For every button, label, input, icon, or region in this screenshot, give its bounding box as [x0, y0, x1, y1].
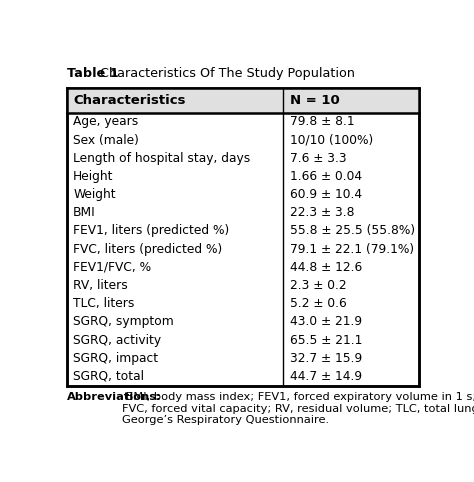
Text: Abbreviations:: Abbreviations:: [66, 392, 161, 402]
Text: 65.5 ± 21.1: 65.5 ± 21.1: [290, 334, 363, 347]
Text: SGRQ, symptom: SGRQ, symptom: [73, 315, 174, 328]
Text: 5.2 ± 0.6: 5.2 ± 0.6: [290, 297, 347, 310]
Text: 79.8 ± 8.1: 79.8 ± 8.1: [290, 115, 355, 128]
Text: 22.3 ± 3.8: 22.3 ± 3.8: [290, 206, 355, 219]
Text: Weight: Weight: [73, 188, 116, 201]
Text: SGRQ, total: SGRQ, total: [73, 370, 144, 383]
Text: TLC, liters: TLC, liters: [73, 297, 135, 310]
Text: RV, liters: RV, liters: [73, 279, 128, 292]
Text: 7.6 ± 3.3: 7.6 ± 3.3: [290, 152, 346, 165]
Text: Sex (male): Sex (male): [73, 134, 139, 147]
Text: Table 1: Table 1: [66, 67, 118, 80]
Text: 32.7 ± 15.9: 32.7 ± 15.9: [290, 352, 362, 365]
Text: BMI, body mass index; FEV1, forced expiratory volume in 1 s;
FVC, forced vital c: BMI, body mass index; FEV1, forced expir…: [122, 392, 474, 426]
Text: N = 10: N = 10: [290, 94, 340, 107]
Text: 44.7 ± 14.9: 44.7 ± 14.9: [290, 370, 362, 383]
Text: 10/10 (100%): 10/10 (100%): [290, 134, 374, 147]
Text: 1.66 ± 0.04: 1.66 ± 0.04: [290, 170, 362, 183]
Text: Height: Height: [73, 170, 114, 183]
Text: Age, years: Age, years: [73, 115, 138, 128]
Text: Length of hospital stay, days: Length of hospital stay, days: [73, 152, 250, 165]
Bar: [66, 88, 419, 386]
Text: FEV1/FVC, %: FEV1/FVC, %: [73, 261, 151, 274]
Text: Characteristics: Characteristics: [73, 94, 186, 107]
Text: 60.9 ± 10.4: 60.9 ± 10.4: [290, 188, 362, 201]
Text: FEV1, liters (predicted %): FEV1, liters (predicted %): [73, 225, 229, 238]
Text: FVC, liters (predicted %): FVC, liters (predicted %): [73, 242, 222, 255]
Text: 79.1 ± 22.1 (79.1%): 79.1 ± 22.1 (79.1%): [290, 242, 414, 255]
Text: 44.8 ± 12.6: 44.8 ± 12.6: [290, 261, 362, 274]
Text: SGRQ, activity: SGRQ, activity: [73, 334, 161, 347]
Text: BMI: BMI: [73, 206, 96, 219]
Text: 2.3 ± 0.2: 2.3 ± 0.2: [290, 279, 346, 292]
Text: Characteristics Of The Study Population: Characteristics Of The Study Population: [96, 67, 355, 80]
Text: 43.0 ± 21.9: 43.0 ± 21.9: [290, 315, 362, 328]
Text: 55.8 ± 25.5 (55.8%): 55.8 ± 25.5 (55.8%): [290, 225, 415, 238]
Bar: [66, 88, 419, 113]
Text: SGRQ, impact: SGRQ, impact: [73, 352, 158, 365]
